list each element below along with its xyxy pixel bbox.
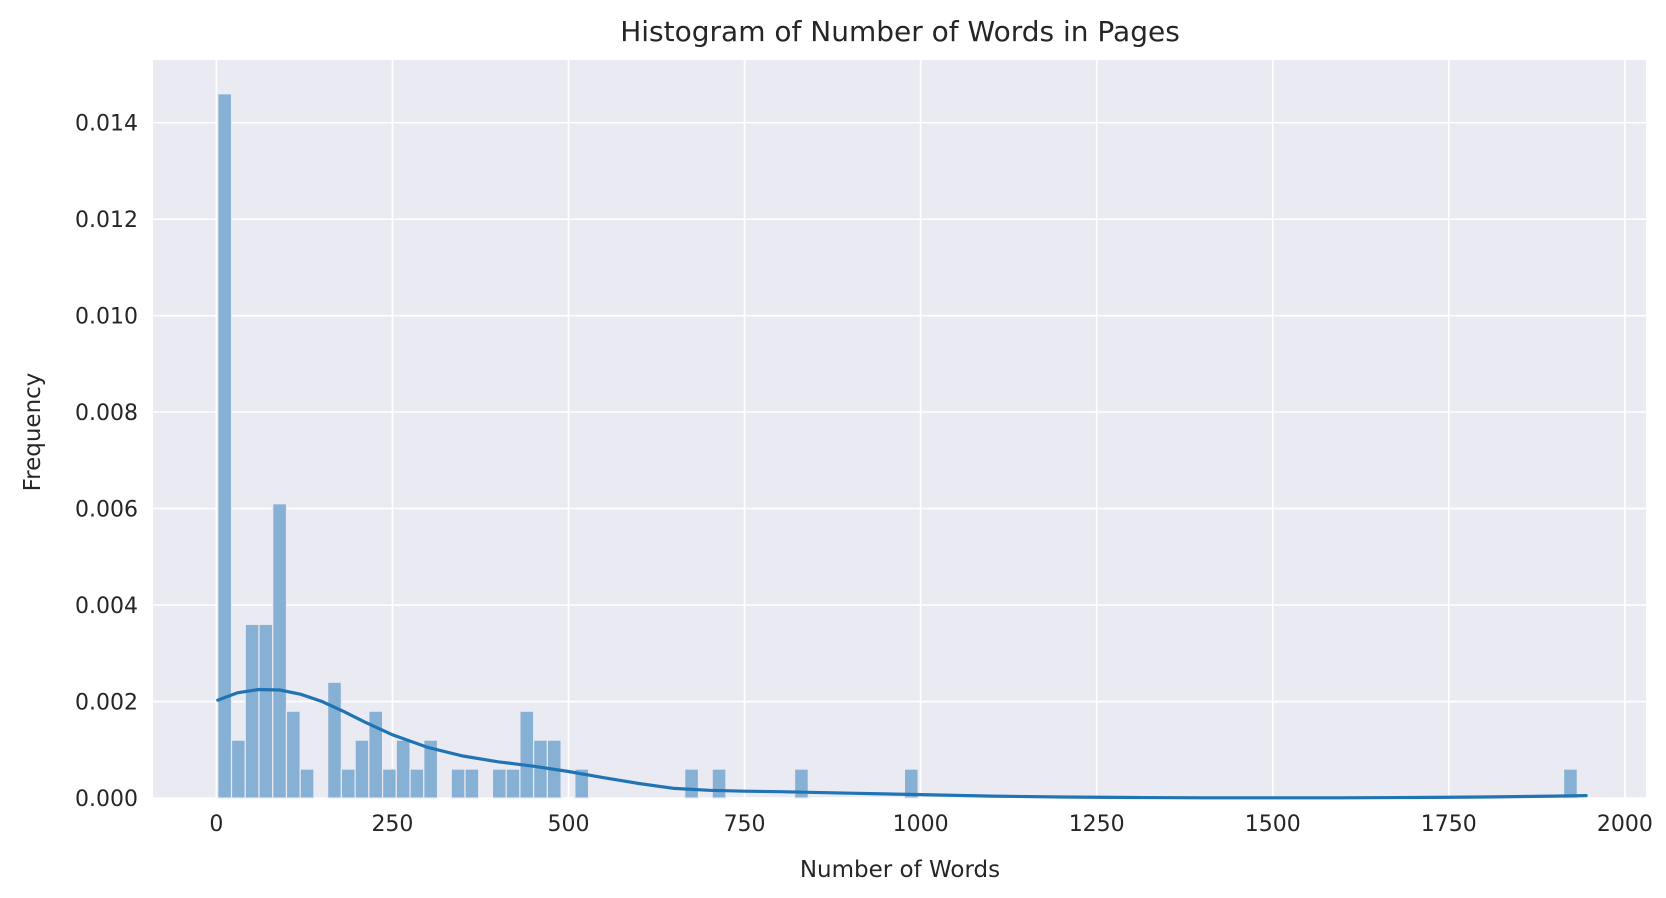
x-axis-label: Number of Words <box>800 857 1000 883</box>
histogram-bar <box>327 681 342 799</box>
y-tick-label: 0.010 <box>75 305 138 330</box>
histogram-bar <box>244 623 260 799</box>
histogram-bar <box>409 768 425 799</box>
plot-area <box>153 60 1646 798</box>
y-tick-label: 0.002 <box>75 691 138 716</box>
histogram-bar <box>395 739 411 799</box>
y-tick-labels: 0.000 0.002 0.004 0.006 0.008 0.010 0.012 0.014 <box>75 112 138 812</box>
histogram-bar <box>340 768 356 799</box>
histogram-bar <box>519 710 535 799</box>
histogram-bar <box>285 710 301 799</box>
y-tick-label: 0.000 <box>75 787 138 812</box>
histogram-bar <box>423 739 439 799</box>
x-tick-label: 1250 <box>1069 812 1125 837</box>
x-tick-label: 250 <box>371 812 413 837</box>
histogram-bar <box>368 710 384 799</box>
chart-title: Histogram of Number of Words in Pages <box>620 15 1180 48</box>
histogram-bar <box>299 768 315 799</box>
histogram-bar <box>505 768 521 799</box>
x-tick-label: 2000 <box>1597 812 1653 837</box>
y-tick-label: 0.006 <box>75 498 138 523</box>
histogram-bar <box>354 739 370 799</box>
histogram-bar <box>574 768 590 799</box>
histogram-bar <box>217 93 233 799</box>
kde-curve <box>216 687 1588 800</box>
x-tick-label: 750 <box>724 812 766 837</box>
x-tick-label: 0 <box>209 812 223 837</box>
histogram-bar <box>903 768 919 799</box>
y-tick-label: 0.014 <box>75 112 138 137</box>
y-tick-label: 0.012 <box>75 208 138 233</box>
histogram-bar <box>230 739 246 799</box>
x-tick-labels: 0 250 500 750 1000 1250 1500 1750 2000 <box>209 812 1652 837</box>
histogram-bar <box>1563 768 1578 799</box>
histogram-bar <box>272 503 288 799</box>
histogram-bar <box>491 768 507 799</box>
histogram-bar <box>711 768 727 799</box>
x-tick-label: 500 <box>548 812 590 837</box>
x-tick-label: 1500 <box>1245 812 1301 837</box>
histogram-bar <box>381 768 397 799</box>
histogram-bars <box>217 93 1578 799</box>
y-axis-label: Frequency <box>20 373 46 492</box>
x-tick-label: 1000 <box>893 812 949 837</box>
y-tick-label: 0.008 <box>75 401 138 426</box>
y-tick-label: 0.004 <box>75 594 138 619</box>
histogram-bar <box>464 768 480 799</box>
histogram-bar <box>684 768 700 799</box>
histogram-bar <box>450 768 466 799</box>
histogram-bar <box>258 623 274 799</box>
x-tick-label: 1750 <box>1421 812 1477 837</box>
